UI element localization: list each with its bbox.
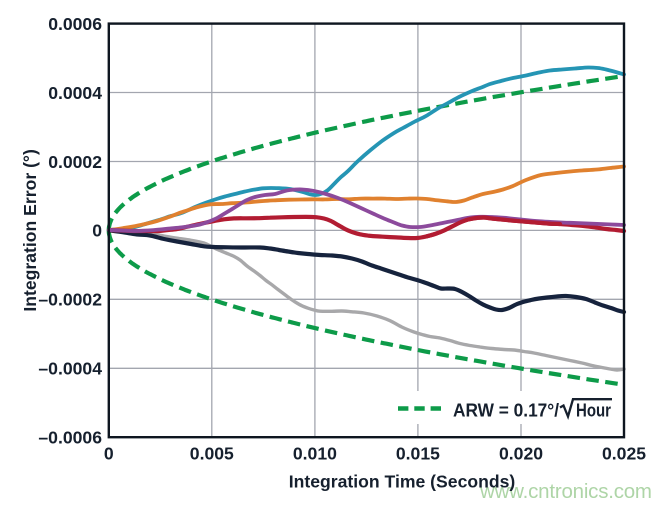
svg-text:0.0006: 0.0006 — [48, 14, 102, 34]
svg-text:–0.0004: –0.0004 — [38, 359, 102, 379]
svg-text:0.015: 0.015 — [396, 444, 440, 464]
svg-text:0.0004: 0.0004 — [48, 83, 102, 103]
svg-text:0.005: 0.005 — [190, 444, 234, 464]
svg-text:Integration Error (°): Integration Error (°) — [20, 149, 40, 311]
svg-text:Hour: Hour — [576, 401, 611, 421]
svg-text:0.0002: 0.0002 — [48, 152, 102, 172]
svg-text:0: 0 — [92, 221, 102, 241]
svg-text:ARW = 0.17°/: ARW = 0.17°/ — [453, 401, 559, 421]
svg-text:0.025: 0.025 — [602, 444, 646, 464]
svg-text:–0.0006: –0.0006 — [38, 428, 102, 448]
svg-text:Integration Time (Seconds): Integration Time (Seconds) — [289, 472, 515, 492]
svg-text:0.020: 0.020 — [499, 444, 543, 464]
svg-text:0.010: 0.010 — [293, 444, 337, 464]
svg-text:–0.0002: –0.0002 — [38, 290, 102, 310]
svg-text:www.cntronics.com: www.cntronics.com — [479, 480, 652, 503]
svg-text:0: 0 — [104, 444, 114, 464]
